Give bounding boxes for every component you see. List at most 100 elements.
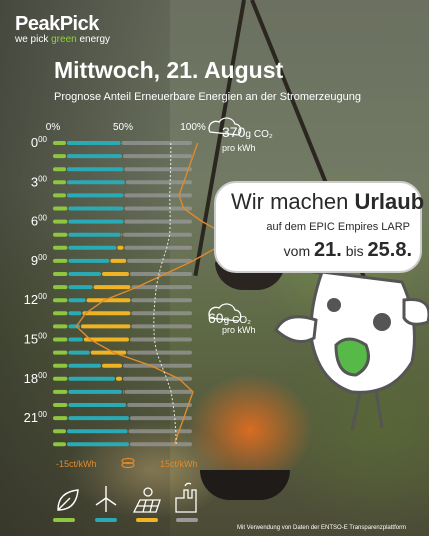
coins-icon [121, 457, 135, 469]
bar-fossil [128, 429, 192, 434]
co2-min-value: 60g CO₂ [208, 310, 251, 326]
bubble-text: vom [283, 243, 315, 259]
bar-fossil [131, 298, 192, 303]
bar-fossil [130, 337, 192, 342]
bar-wind [67, 154, 122, 159]
bar-wind [68, 285, 93, 290]
bar-fossil [131, 324, 192, 329]
co2-max-unit: pro kWh [222, 143, 256, 153]
bar-fossil [130, 442, 192, 447]
bar-wind [68, 376, 115, 381]
bar-bio [53, 154, 66, 159]
bar-wind [68, 416, 129, 421]
bar-fossil [125, 180, 192, 185]
hour-label: 2100 [24, 410, 48, 425]
co2-min-unit: pro kWh [222, 325, 256, 335]
bar-wind [67, 193, 124, 198]
leaf-icon [57, 489, 79, 511]
wind-turbine-icon [95, 486, 117, 512]
hour-label: 600 [31, 214, 48, 229]
bar-fossil [123, 154, 192, 159]
bar-bio [53, 206, 68, 211]
bar-bio [53, 298, 68, 303]
logo-tagline: we pick green energy [15, 34, 110, 46]
bar-solar [83, 337, 129, 342]
legend-solar-swatch [136, 518, 158, 522]
bar-bio [53, 193, 66, 198]
solar-panel-icon [132, 487, 161, 513]
bar-solar [117, 245, 124, 250]
bar-wind [68, 337, 83, 342]
bar-wind [68, 258, 110, 263]
bar-bio [53, 350, 68, 355]
bar-bio [53, 363, 68, 368]
bubble-dates: vom 21. bis 25.8. [284, 239, 412, 262]
logo-name: PeakPick [15, 13, 99, 35]
peakpick-logo[interactable]: PeakPick we pick green energy [15, 14, 110, 46]
hour-label: 1500 [24, 332, 48, 347]
bar-fossil [130, 272, 192, 276]
bar-wind [68, 298, 86, 303]
bar-fossil [124, 389, 192, 394]
bar-wind [67, 429, 128, 434]
bar-wind [68, 403, 127, 407]
bar-solar [102, 363, 122, 368]
bar-solar [90, 350, 127, 355]
bubble-text: Wir machen [231, 189, 355, 214]
tagline-part: energy [76, 34, 111, 45]
bar-wind [68, 350, 90, 355]
bar-bio [53, 141, 66, 145]
bar-bio [53, 232, 68, 237]
bar-bio [53, 245, 68, 250]
bar-solar [82, 311, 131, 316]
bar-wind [68, 272, 101, 276]
hour-label: 900 [31, 253, 48, 268]
vacation-speech-bubble: Wir machen Urlaub auf dem EPIC Empires L… [214, 181, 424, 273]
price-axis-min: -15ct/kWh [56, 459, 97, 469]
mascot-bird [274, 261, 429, 431]
tagline-part: we pick [15, 34, 52, 45]
bar-bio [53, 324, 68, 329]
bar-wind [67, 180, 125, 185]
bar-wind [68, 219, 124, 224]
bar-wind [67, 141, 121, 145]
hour-label: 1800 [24, 371, 48, 386]
bar-bio [53, 167, 66, 172]
legend-fossil-swatch [176, 518, 198, 522]
bar-wind [68, 389, 122, 394]
bar-solar [123, 389, 124, 394]
bar-fossil [127, 403, 192, 407]
bar-fossil [127, 258, 192, 263]
bar-solar [86, 298, 131, 303]
bar-bio [53, 442, 66, 447]
bar-fossil [123, 376, 192, 381]
bar-wind [67, 442, 129, 447]
bubble-headline: Wir machen Urlaub [231, 189, 424, 215]
co2-line [153, 143, 177, 445]
bar-wind [68, 363, 101, 368]
bubble-text: bis [341, 243, 368, 259]
hour-label: 000 [31, 135, 48, 150]
bar-solar [116, 376, 122, 381]
bar-fossil [123, 363, 192, 368]
bar-solar [81, 324, 131, 329]
bar-solar [102, 272, 129, 276]
legend-bio-swatch [53, 518, 75, 522]
tagline-green: green [51, 34, 77, 45]
bar-bio [53, 272, 68, 276]
bar-fossil [127, 350, 192, 355]
bar-solar [110, 258, 127, 263]
bar-solar [93, 285, 131, 290]
bar-bio [53, 403, 68, 407]
hour-label: 1200 [24, 292, 48, 307]
bar-bio [53, 219, 68, 224]
bubble-text-bold: Urlaub [354, 189, 425, 214]
bar-bio [53, 429, 66, 434]
bar-bio [53, 376, 68, 381]
bar-wind [68, 245, 117, 250]
power-plant-icon [175, 482, 197, 513]
bar-wind [68, 232, 121, 237]
bar-fossil [124, 206, 192, 211]
